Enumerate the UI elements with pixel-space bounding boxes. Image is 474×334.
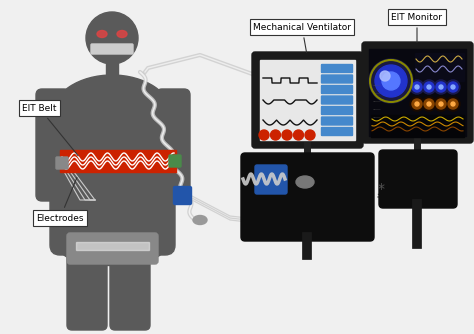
Circle shape	[259, 130, 269, 140]
Text: ____: ____	[372, 98, 381, 102]
FancyBboxPatch shape	[321, 117, 353, 125]
Text: ____: ____	[372, 106, 381, 110]
FancyBboxPatch shape	[379, 150, 457, 208]
Circle shape	[410, 97, 424, 111]
Circle shape	[412, 82, 422, 92]
Circle shape	[293, 130, 303, 140]
Circle shape	[446, 97, 460, 111]
FancyBboxPatch shape	[50, 90, 175, 255]
Circle shape	[434, 80, 448, 94]
Text: ____: ____	[372, 90, 381, 94]
FancyBboxPatch shape	[67, 233, 158, 264]
Circle shape	[369, 59, 413, 103]
Circle shape	[439, 102, 443, 106]
Ellipse shape	[52, 75, 172, 155]
Circle shape	[439, 85, 443, 89]
Circle shape	[375, 65, 407, 97]
Circle shape	[448, 99, 458, 109]
FancyBboxPatch shape	[67, 235, 107, 330]
Circle shape	[415, 102, 419, 106]
Circle shape	[427, 85, 431, 89]
FancyBboxPatch shape	[321, 128, 353, 136]
FancyBboxPatch shape	[56, 157, 68, 169]
Circle shape	[86, 12, 138, 64]
Ellipse shape	[97, 30, 107, 37]
FancyBboxPatch shape	[321, 96, 353, 104]
FancyBboxPatch shape	[241, 153, 374, 241]
Circle shape	[434, 97, 448, 111]
FancyBboxPatch shape	[36, 89, 70, 201]
FancyBboxPatch shape	[173, 186, 191, 204]
Circle shape	[446, 80, 460, 94]
FancyBboxPatch shape	[321, 107, 353, 115]
FancyBboxPatch shape	[91, 44, 133, 54]
Text: EIT Belt: EIT Belt	[22, 104, 78, 156]
Ellipse shape	[60, 230, 164, 266]
FancyBboxPatch shape	[76, 242, 149, 250]
Text: ____: ____	[372, 82, 381, 86]
FancyBboxPatch shape	[106, 63, 118, 78]
Circle shape	[412, 99, 422, 109]
Circle shape	[380, 71, 390, 81]
FancyBboxPatch shape	[260, 60, 355, 140]
Text: *: *	[378, 182, 385, 196]
Circle shape	[451, 102, 455, 106]
FancyBboxPatch shape	[362, 42, 473, 143]
FancyBboxPatch shape	[321, 75, 353, 83]
Circle shape	[436, 82, 446, 92]
FancyBboxPatch shape	[369, 49, 466, 136]
FancyBboxPatch shape	[415, 53, 464, 81]
Circle shape	[282, 130, 292, 140]
Circle shape	[305, 130, 315, 140]
Circle shape	[410, 80, 424, 94]
Ellipse shape	[296, 176, 314, 188]
Circle shape	[436, 99, 446, 109]
Circle shape	[424, 99, 434, 109]
Text: ____: ____	[372, 114, 381, 118]
FancyBboxPatch shape	[321, 64, 353, 72]
Text: EIT Monitor: EIT Monitor	[392, 12, 443, 42]
Text: Electrodes: Electrodes	[36, 178, 84, 222]
Text: Mechanical Ventilator: Mechanical Ventilator	[253, 22, 351, 52]
FancyBboxPatch shape	[60, 150, 176, 172]
FancyBboxPatch shape	[255, 165, 287, 194]
Circle shape	[422, 80, 436, 94]
Ellipse shape	[117, 30, 127, 37]
FancyBboxPatch shape	[110, 235, 150, 330]
Ellipse shape	[193, 215, 207, 224]
FancyBboxPatch shape	[156, 89, 190, 201]
FancyBboxPatch shape	[169, 155, 181, 167]
Circle shape	[415, 85, 419, 89]
Circle shape	[451, 85, 455, 89]
Circle shape	[271, 130, 281, 140]
FancyBboxPatch shape	[321, 86, 353, 94]
Circle shape	[382, 72, 400, 90]
Circle shape	[427, 102, 431, 106]
Circle shape	[422, 97, 436, 111]
Circle shape	[448, 82, 458, 92]
Circle shape	[424, 82, 434, 92]
FancyBboxPatch shape	[252, 52, 363, 148]
FancyBboxPatch shape	[371, 115, 464, 137]
